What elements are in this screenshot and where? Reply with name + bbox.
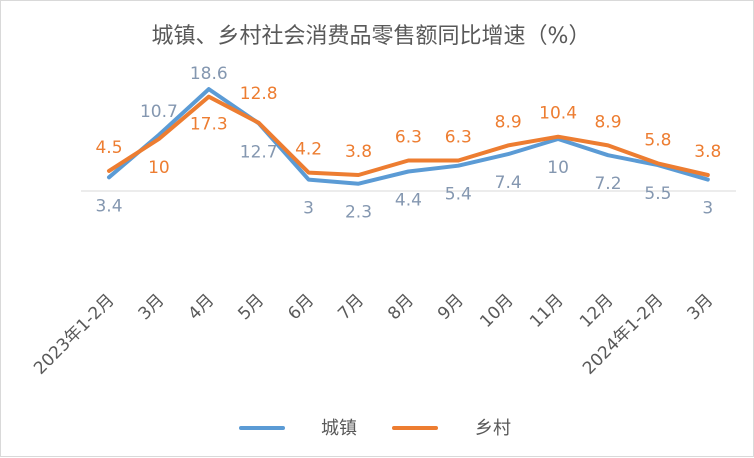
- data-label-urban: 4.4: [395, 191, 422, 211]
- data-labels-layer: 3.4 4.5 10.7 10 18.6 17.3 12.7 12.8 3 4.2 2.3 3.8 4.…: [95, 64, 721, 223]
- data-label-rural: 10: [148, 158, 170, 178]
- data-label-urban: 5.5: [644, 184, 671, 204]
- data-label-urban: 7.4: [495, 173, 522, 193]
- data-label-urban: 3: [702, 199, 713, 219]
- data-label-rural: 17.3: [190, 115, 228, 135]
- data-label-rural: 8.9: [594, 112, 621, 132]
- data-label-rural: 12.8: [240, 84, 278, 104]
- legend-label-urban: 城镇: [321, 418, 357, 439]
- data-label-rural: 10.4: [539, 104, 577, 124]
- data-label-rural: 4.5: [95, 138, 122, 158]
- x-tick-label: 12月: [576, 290, 617, 331]
- x-tick-label: 10月: [476, 290, 517, 331]
- data-label-urban: 3.4: [95, 196, 122, 216]
- legend-label-rural: 乡村: [475, 418, 511, 439]
- series-line-rural: [107, 94, 710, 177]
- x-tick-label: 5月: [234, 290, 268, 324]
- data-label-urban: 10: [547, 158, 569, 178]
- data-label-rural: 6.3: [445, 128, 472, 148]
- series-line-urban: [107, 87, 710, 186]
- x-tick-label: 3月: [135, 290, 169, 324]
- data-label-urban: 7.2: [594, 174, 621, 194]
- x-tick-label: 9月: [434, 290, 468, 324]
- data-label-urban: 2.3: [345, 203, 372, 223]
- data-label-rural: 3.8: [345, 142, 372, 162]
- data-label-rural: 3.8: [694, 142, 721, 162]
- x-tick-label: 11月: [526, 290, 567, 331]
- x-tick-label: 6月: [284, 290, 318, 324]
- chart-title: 城镇、乡村社会消费品零售额同比增速（%）: [152, 24, 591, 49]
- data-label-rural: 5.8: [644, 130, 671, 150]
- legend: 城镇 乡村: [239, 418, 511, 439]
- x-tick-label: 2023年1-2月: [30, 290, 118, 378]
- x-tick-label: 8月: [384, 290, 418, 324]
- data-label-urban: 18.6: [190, 64, 228, 84]
- x-tick-label: 7月: [334, 290, 368, 324]
- x-tick-labels-layer: 2023年1-2月 3月 4月 5月 6月 7月 8月 9月 10月 11月 12月2024年1-2…: [30, 290, 717, 378]
- data-label-rural: 8.9: [495, 112, 522, 132]
- data-label-urban: 12.7: [240, 142, 278, 162]
- x-tick-label: 3月: [684, 290, 718, 324]
- x-tick-label: 4月: [185, 290, 219, 324]
- data-label-urban: 10.7: [140, 102, 178, 122]
- series-layer: [107, 87, 710, 186]
- data-label-urban: 5.4: [445, 185, 472, 205]
- data-label-rural: 6.3: [395, 128, 422, 148]
- data-label-rural: 4.2: [295, 140, 322, 160]
- data-label-urban: 3: [303, 199, 314, 219]
